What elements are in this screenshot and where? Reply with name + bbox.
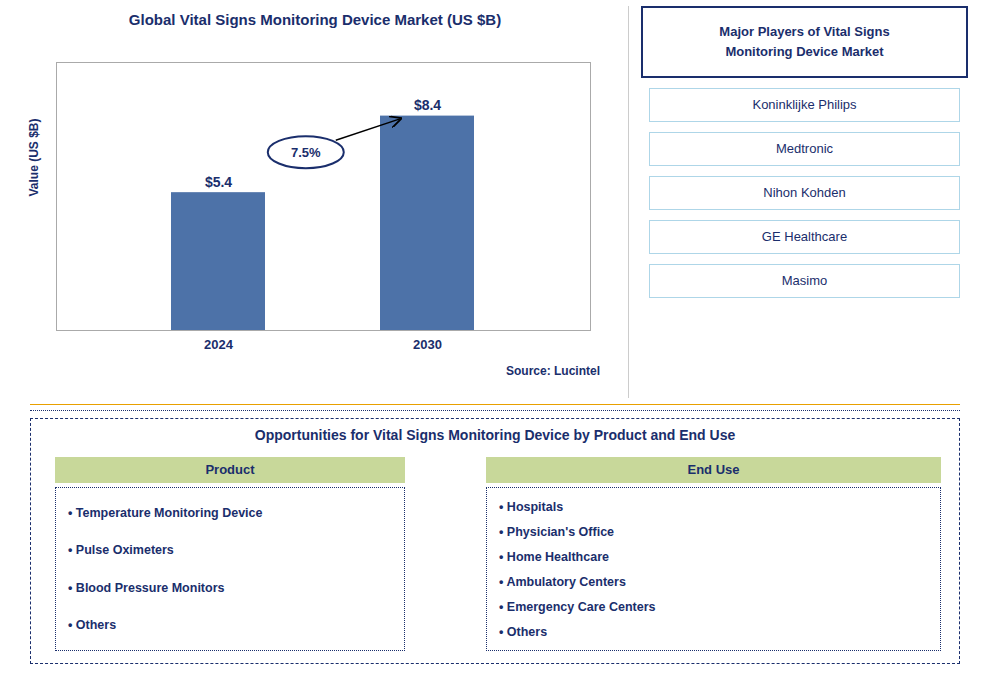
html-text:Opportunities for Vital Signs: Opportunities for Vital Signs Monitoring… <box>254 427 736 443</box>
html-text:End Use: End Use <box>687 462 740 477</box>
html-text:• Others: • Others <box>499 624 548 639</box>
html-text:Koninklijke Philips: Koninklijke Philips <box>752 97 857 112</box>
html-text:• Pulse Oximeters: • Pulse Oximeters <box>68 543 174 558</box>
svg-text:2024: 2024 <box>204 337 234 352</box>
html-text:Monitoring Device Market: Monitoring Device Market <box>725 44 884 59</box>
html-text:• Home Healthcare: • Home Healthcare <box>499 549 609 564</box>
html-text:• Ambulatory Centers: • Ambulatory Centers <box>499 574 626 589</box>
svg-text:$8.4: $8.4 <box>414 97 441 113</box>
svg-text:$5.4: $5.4 <box>205 174 232 190</box>
html-text:Major Players of Vital Signs: Major Players of Vital Signs <box>719 24 890 39</box>
html-text:Medtronic: Medtronic <box>776 141 833 156</box>
svg-text:2030: 2030 <box>413 337 442 352</box>
html-text:• Blood Pressure Monitors: • Blood Pressure Monitors <box>68 580 225 595</box>
html-text:Global Vital Signs Monitoring: Global Vital Signs Monitoring Device Mar… <box>128 11 502 28</box>
svg-text:Value (US $B): Value (US $B) <box>27 118 41 196</box>
html-text:Source: Lucintel: Source: Lucintel <box>506 364 600 378</box>
html-text:• Emergency Care Centers: • Emergency Care Centers <box>499 599 656 614</box>
html-text:GE Healthcare: GE Healthcare <box>761 229 848 244</box>
html-text:• Temperature Monitoring Devic: • Temperature Monitoring Device <box>68 505 263 520</box>
html-text:• Hospitals: • Hospitals <box>499 499 564 514</box>
html-text:Nihon Kohden: Nihon Kohden <box>763 185 846 200</box>
html-text:Product: Product <box>205 462 255 477</box>
html-text:Masimo: Masimo <box>781 273 828 288</box>
html-text:• Physician's Office: • Physician's Office <box>499 524 614 539</box>
html-text:• Others: • Others <box>68 618 117 633</box>
svg-text:7.5%: 7.5% <box>291 145 321 160</box>
